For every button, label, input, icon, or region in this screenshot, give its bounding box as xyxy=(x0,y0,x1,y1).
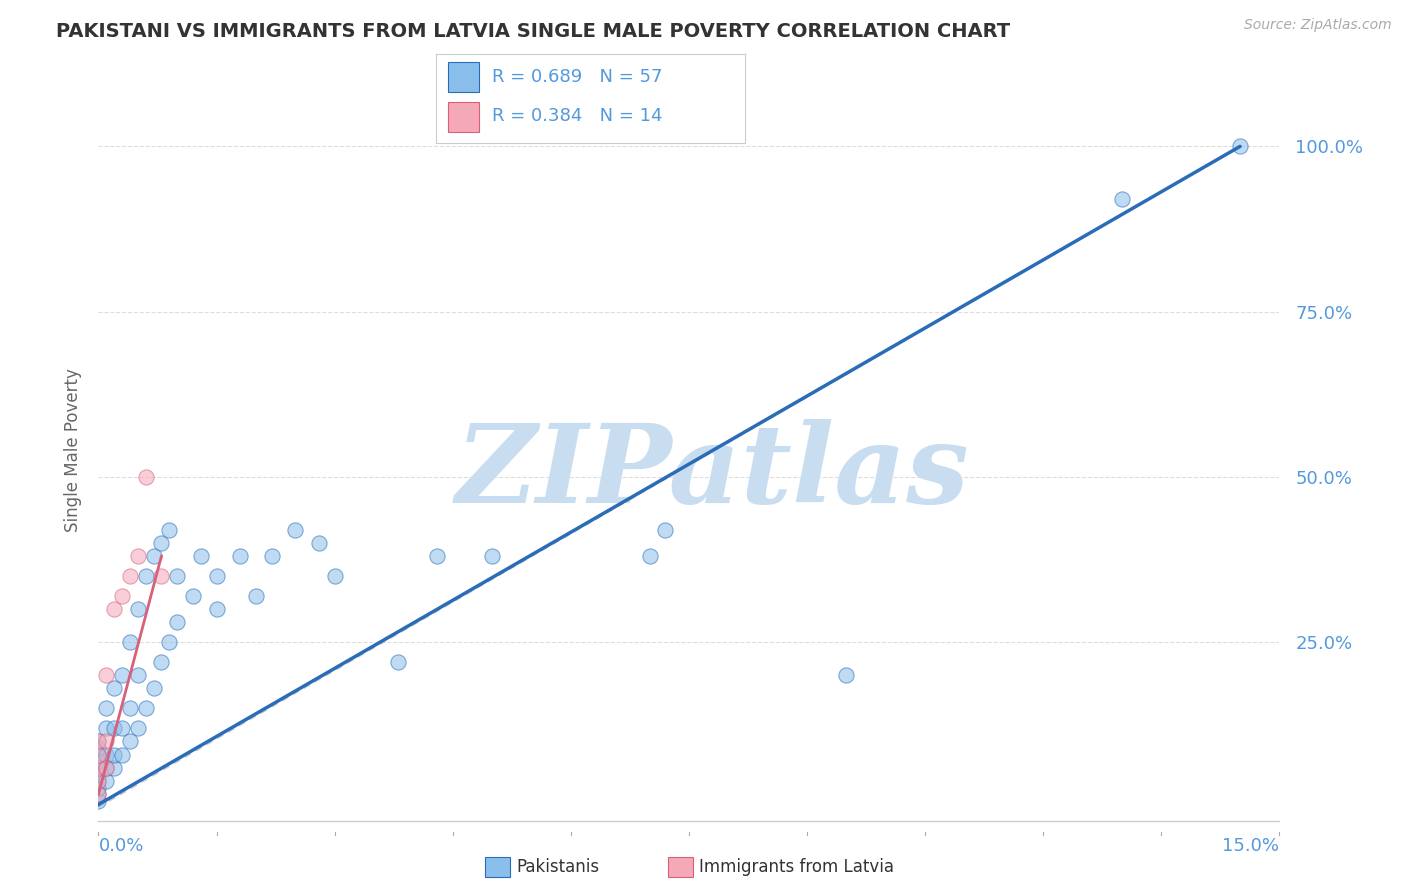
Point xyxy=(1111,192,1133,206)
Point xyxy=(654,523,676,537)
Point xyxy=(96,747,118,762)
Point xyxy=(103,681,125,696)
Point xyxy=(87,780,110,795)
Point xyxy=(103,602,125,616)
Text: Source: ZipAtlas.com: Source: ZipAtlas.com xyxy=(1244,18,1392,32)
Point xyxy=(181,589,204,603)
Point xyxy=(87,787,110,801)
Point xyxy=(284,523,307,537)
Point xyxy=(87,740,110,755)
Point xyxy=(118,569,141,583)
Point xyxy=(111,721,134,735)
Point xyxy=(87,734,110,748)
Point xyxy=(260,549,283,564)
Point xyxy=(481,549,503,564)
Point xyxy=(166,569,188,583)
Point xyxy=(103,747,125,762)
Text: R = 0.689   N = 57: R = 0.689 N = 57 xyxy=(492,68,662,86)
Point xyxy=(205,569,228,583)
Point xyxy=(1229,139,1251,153)
Point xyxy=(127,668,149,682)
Text: PAKISTANI VS IMMIGRANTS FROM LATVIA SINGLE MALE POVERTY CORRELATION CHART: PAKISTANI VS IMMIGRANTS FROM LATVIA SING… xyxy=(56,22,1011,41)
Point xyxy=(87,747,110,762)
Point xyxy=(111,668,134,682)
Text: Immigrants from Latvia: Immigrants from Latvia xyxy=(699,858,894,876)
Point xyxy=(127,602,149,616)
Text: Pakistanis: Pakistanis xyxy=(516,858,599,876)
Point xyxy=(96,761,118,775)
Point xyxy=(308,536,330,550)
Point xyxy=(87,794,110,808)
Point xyxy=(142,681,165,696)
Text: 15.0%: 15.0% xyxy=(1222,838,1279,855)
FancyBboxPatch shape xyxy=(449,62,479,92)
Point xyxy=(111,747,134,762)
Text: R = 0.384   N = 14: R = 0.384 N = 14 xyxy=(492,107,662,125)
Point xyxy=(87,787,110,801)
Point xyxy=(118,701,141,715)
Point xyxy=(166,615,188,630)
Point xyxy=(323,569,346,583)
Point xyxy=(150,536,173,550)
Point xyxy=(103,761,125,775)
Y-axis label: Single Male Poverty: Single Male Poverty xyxy=(63,368,82,533)
Point xyxy=(150,569,173,583)
Point xyxy=(229,549,252,564)
Text: ZIPatlas: ZIPatlas xyxy=(456,419,970,526)
Point xyxy=(127,721,149,735)
Point xyxy=(87,774,110,789)
Point xyxy=(638,549,661,564)
Point xyxy=(87,754,110,768)
Point xyxy=(142,549,165,564)
Point xyxy=(96,734,118,748)
Point xyxy=(135,470,157,484)
Point xyxy=(157,523,180,537)
Point xyxy=(87,761,110,775)
FancyBboxPatch shape xyxy=(449,102,479,132)
Point xyxy=(87,767,110,781)
Point xyxy=(87,761,110,775)
Point xyxy=(111,589,134,603)
Text: 0.0%: 0.0% xyxy=(98,838,143,855)
Point xyxy=(118,734,141,748)
Point xyxy=(127,549,149,564)
Point xyxy=(96,774,118,789)
Point xyxy=(135,569,157,583)
Point xyxy=(190,549,212,564)
Point xyxy=(87,747,110,762)
Point xyxy=(96,761,118,775)
Point xyxy=(118,635,141,649)
Point xyxy=(426,549,449,564)
Point xyxy=(87,774,110,789)
Point xyxy=(87,734,110,748)
Point xyxy=(157,635,180,649)
Point xyxy=(96,668,118,682)
Point xyxy=(835,668,858,682)
Point xyxy=(205,602,228,616)
Point xyxy=(135,701,157,715)
Point xyxy=(387,655,409,669)
Point xyxy=(96,721,118,735)
Point xyxy=(245,589,267,603)
Point xyxy=(103,721,125,735)
Point xyxy=(96,701,118,715)
Point xyxy=(150,655,173,669)
